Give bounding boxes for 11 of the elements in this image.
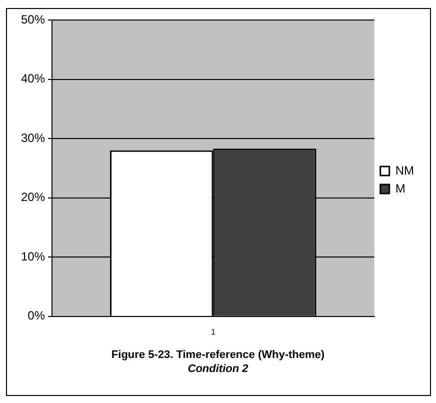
y-tick-label: 0% xyxy=(28,308,46,323)
y-tick-label: 20% xyxy=(20,190,46,204)
legend-label: M xyxy=(395,181,406,196)
y-tick-label: 40% xyxy=(20,72,46,86)
legend-label: NM xyxy=(395,163,414,178)
x-tick-label: 1 xyxy=(210,327,216,336)
y-tick-label: 50% xyxy=(20,12,46,26)
y-tick-label: 10% xyxy=(20,249,46,264)
text: Figure 5-23. Time-reference (Why-theme) xyxy=(110,348,326,362)
text: Condition 2 xyxy=(186,362,250,376)
y-tick-label: 30% xyxy=(20,130,46,145)
